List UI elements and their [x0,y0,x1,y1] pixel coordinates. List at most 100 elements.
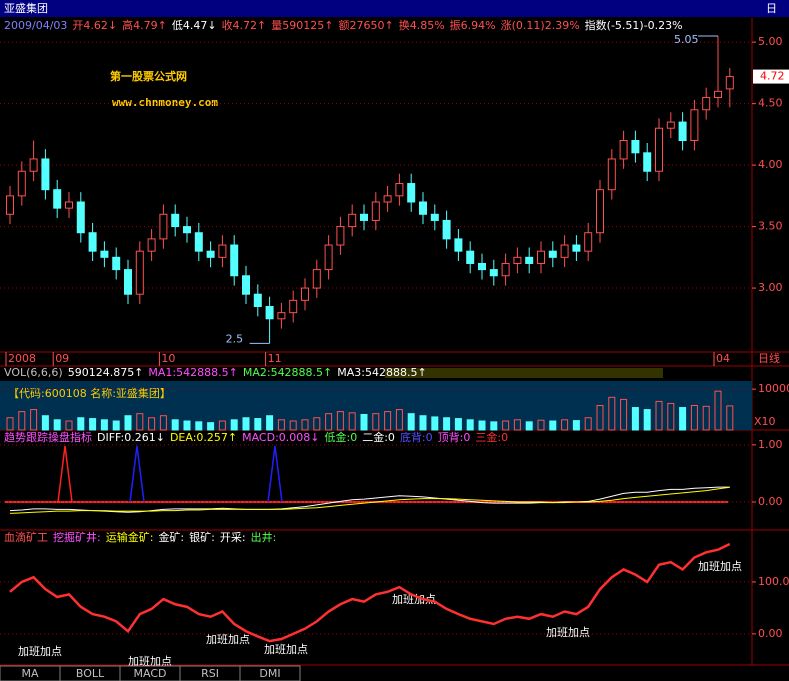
volume-bar [561,419,569,431]
header-item: 高4.79↑ [122,18,167,32]
header-strip [385,368,663,378]
candle-body [53,189,62,209]
volume-bar [537,419,545,431]
candle-body [395,183,404,197]
candle-body [407,183,416,203]
volume-bar [372,413,380,431]
volume-bar [431,416,439,431]
volume-bar [348,412,356,431]
y-tick-label: 100000 [758,382,789,395]
header-item: 振6.94% [450,18,496,32]
volume-bar [289,420,297,431]
candle-body [560,244,569,258]
header-item: DIFF:0.261↓ [97,431,165,444]
candle-body [88,232,97,252]
volume-bar [407,413,415,431]
x-tick-label: 11 [268,352,282,365]
volume-bar [159,415,167,431]
header-item: VOL(6,6,6) [4,366,63,379]
candle-body [17,170,26,197]
period-button[interactable]: 日 [766,2,777,15]
volume-bar [254,418,262,431]
candle-body [301,287,309,301]
y-tick-label: 1.00 [758,438,783,451]
header-item: MA1:542888.5↑ [148,366,237,379]
series-line [9,542,731,643]
volume-bar [77,417,85,431]
candle-body [725,76,734,90]
volume-bar [277,419,285,431]
candle-body [360,213,368,221]
volume-bar [301,419,309,431]
candle-body [643,152,652,172]
candle-body [265,306,274,320]
volume-bar [171,419,179,431]
volume-bar [679,407,687,431]
candle-body [100,250,109,258]
y-tick-label: 5.00 [758,35,783,48]
candle-body [690,109,699,142]
header-item: 低金:0 [325,430,358,444]
volume-bar [572,420,580,431]
candle-body [194,232,203,252]
volume-bar [53,419,61,431]
y-tick-label: 3.50 [758,220,783,233]
volume-bar [584,417,592,431]
header-item: 运输金矿: [106,530,154,544]
volume-bar [89,418,97,431]
volume-bar [502,420,510,431]
candle-body [489,269,498,277]
candle-body [513,256,522,264]
annotation: 加班加点 [392,593,436,606]
volume-bar [242,417,250,431]
stock-title: 亚盛集团 [4,1,48,15]
candle-body [277,312,286,320]
volume-bar [525,421,533,431]
candle-body [572,244,581,252]
tabs: MA BOLL MACD RSI DMI [0,665,301,681]
volume-bar [596,405,604,431]
volume-bar [183,420,191,431]
volume-bar [443,417,451,431]
volume-bar [513,419,521,431]
volume-bar [620,398,628,431]
volume-bar [266,415,274,431]
volume-bar [313,417,321,431]
volume-bar [655,400,663,431]
volume-bar [136,413,144,431]
x-tick-label: 04 [716,352,730,365]
candle-body [230,244,239,277]
candle-body [159,213,168,240]
volume-bar [41,415,49,431]
volume-bar [702,405,710,431]
candle-body [596,189,604,234]
volume-bar [218,420,226,431]
candle-body [41,158,50,191]
candle-body [678,121,687,142]
volume-bar [631,407,639,431]
tab[interactable] [239,665,301,681]
volume-bar [643,409,651,431]
title-bar [0,0,789,17]
candle-body [430,213,439,221]
annotation: 加班加点 [128,655,172,668]
y-tick-label: 0.00 [758,495,783,508]
header-item: MA2:542888.5↑ [243,366,332,379]
volume-bar [360,413,368,431]
header-item: 收4.72↑ [222,18,267,32]
watermark: www.chnmoney.com [112,96,218,109]
candle-body [584,232,593,252]
header-item: 血滴矿工 [4,530,48,544]
candle-body [76,201,85,234]
volume-bar [714,390,722,431]
candle-body [218,244,227,258]
header-item: 指数(-5.51)-0.23% [585,18,683,32]
signals [57,445,283,503]
candle-body [631,140,640,154]
candle-body [478,262,486,271]
volume-bar [549,420,557,431]
header-item: 量590125↑ [271,19,333,32]
annotation: 加班加点 [546,626,590,639]
header-item: 出井: [251,530,277,544]
